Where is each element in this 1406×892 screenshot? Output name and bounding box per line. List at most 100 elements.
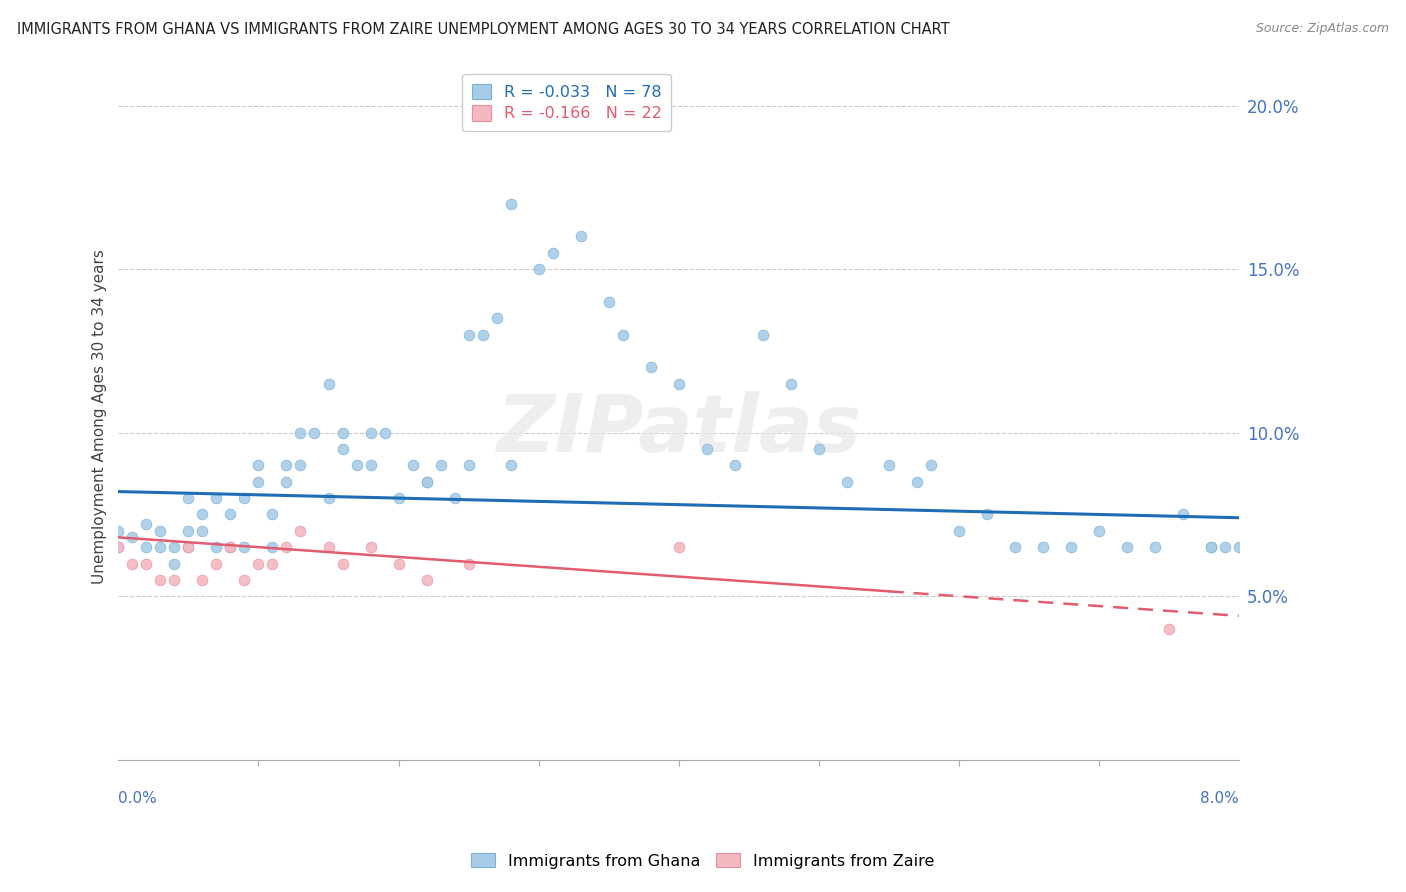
Point [457,327,479,342]
Point [191,573,214,587]
Point [346,458,368,473]
Point [177,540,200,554]
Point [121,530,143,544]
Point [262,540,284,554]
Point [262,508,284,522]
Point [598,294,620,309]
Point [1087,524,1109,538]
Point [247,458,270,473]
Point [1157,622,1180,636]
Point [1060,540,1083,554]
Point [205,491,228,505]
Point [640,360,662,375]
Point [219,540,242,554]
Point [290,458,312,473]
Text: 8.0%: 8.0% [1201,790,1239,805]
Point [751,327,773,342]
Point [163,540,186,554]
Point [499,196,522,211]
Point [233,573,256,587]
Point [276,540,298,554]
Point [457,557,479,571]
Legend: Immigrants from Ghana, Immigrants from Zaire: Immigrants from Ghana, Immigrants from Z… [465,847,941,875]
Point [247,557,270,571]
Point [205,540,228,554]
Point [332,442,354,456]
Point [290,425,312,440]
Point [415,475,437,489]
Point [163,557,186,571]
Point [135,540,157,554]
Point [233,540,256,554]
Text: Source: ZipAtlas.com: Source: ZipAtlas.com [1256,22,1389,36]
Point [318,376,340,391]
Point [360,425,382,440]
Point [219,540,242,554]
Point [387,491,409,505]
Point [948,524,970,538]
Point [401,458,423,473]
Y-axis label: Unemployment Among Ages 30 to 34 years: Unemployment Among Ages 30 to 34 years [93,249,107,583]
Point [457,458,479,473]
Point [1227,540,1250,554]
Point [149,524,172,538]
Point [290,524,312,538]
Point [807,442,830,456]
Point [696,442,718,456]
Point [135,517,157,532]
Point [1213,540,1236,554]
Point [304,425,326,440]
Point [1171,508,1194,522]
Point [163,573,186,587]
Point [485,311,508,326]
Point [177,540,200,554]
Point [121,557,143,571]
Point [905,475,928,489]
Point [107,524,129,538]
Point [835,475,858,489]
Point [877,458,900,473]
Legend: R = -0.033   N = 78, R = -0.166   N = 22: R = -0.033 N = 78, R = -0.166 N = 22 [463,74,671,131]
Point [149,540,172,554]
Point [569,229,592,244]
Point [471,327,494,342]
Point [149,573,172,587]
Point [191,508,214,522]
Point [1143,540,1166,554]
Point [247,475,270,489]
Point [1032,540,1054,554]
Point [668,376,690,391]
Point [360,458,382,473]
Point [1199,540,1222,554]
Point [191,524,214,538]
Point [443,491,465,505]
Point [541,245,564,260]
Point [612,327,634,342]
Point [360,540,382,554]
Point [387,557,409,571]
Point [107,540,129,554]
Point [976,508,998,522]
Point [668,540,690,554]
Point [262,557,284,571]
Point [1004,540,1026,554]
Point [177,524,200,538]
Point [723,458,745,473]
Point [276,458,298,473]
Text: ZIPatlas: ZIPatlas [496,391,860,469]
Point [135,557,157,571]
Point [276,475,298,489]
Point [177,491,200,505]
Text: 0.0%: 0.0% [118,790,157,805]
Point [373,425,395,440]
Point [429,458,451,473]
Point [499,458,522,473]
Point [318,540,340,554]
Point [318,491,340,505]
Point [205,557,228,571]
Point [332,425,354,440]
Point [332,557,354,571]
Point [219,508,242,522]
Point [920,458,942,473]
Point [415,475,437,489]
